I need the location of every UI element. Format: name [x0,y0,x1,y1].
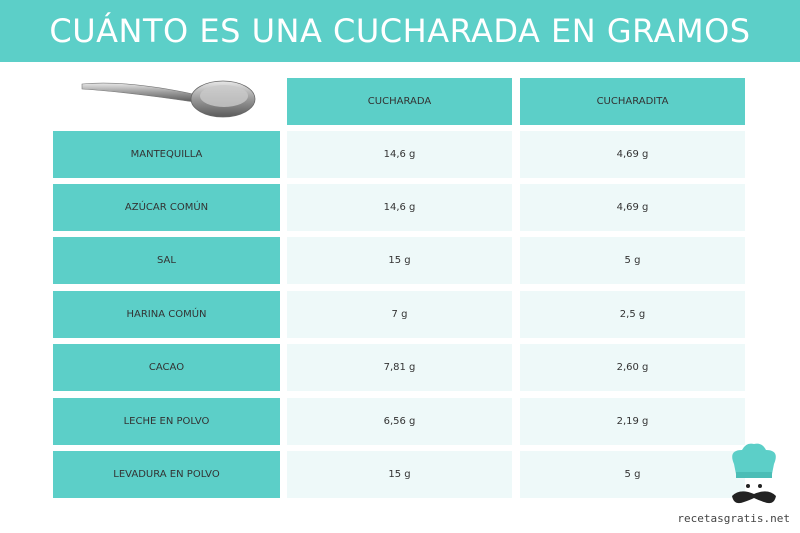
row-label: MANTEQUILLA [53,131,280,178]
value-cell: 2,5 g [520,291,745,338]
value-cell: 14,6 g [287,131,512,178]
value-cell: 7,81 g [287,344,512,391]
value-cell: 14,6 g [287,184,512,231]
column-header: CUCHARADITA [520,78,745,125]
column-header: CUCHARADA [287,78,512,125]
value-cell: 5 g [520,451,745,498]
row-label: CACAO [53,344,280,391]
logo-icon [732,443,776,504]
value-cell: 5 g [520,237,745,284]
value-cell: 2,60 g [520,344,745,391]
value-cell: 15 g [287,451,512,498]
row-label: HARINA COMÚN [53,291,280,338]
value-cell: 15 g [287,237,512,284]
site-name: recetasgratis.net [677,512,790,525]
value-cell: 7 g [287,291,512,338]
value-cell: 2,19 g [520,398,745,445]
value-cell: 4,69 g [520,131,745,178]
value-cell: 6,56 g [287,398,512,445]
row-label: LECHE EN POLVO [53,398,280,445]
value-cell: 4,69 g [520,184,745,231]
header-bar: CUÁNTO ES UNA CUCHARADA EN GRAMOS [0,0,800,62]
spoon-icon [81,80,256,118]
row-label: SAL [53,237,280,284]
row-label: AZÚCAR COMÚN [53,184,280,231]
title: CUÁNTO ES UNA CUCHARADA EN GRAMOS [49,12,751,50]
row-label: LEVADURA EN POLVO [53,451,280,498]
